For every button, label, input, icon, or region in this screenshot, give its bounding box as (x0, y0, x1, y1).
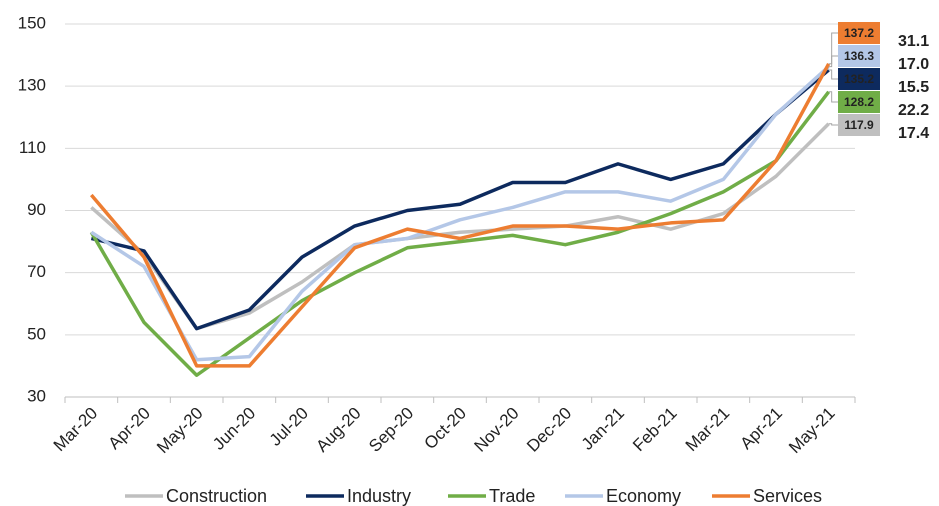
change-label: 17.4 (898, 125, 929, 142)
y-tick-label: 30 (27, 386, 46, 405)
legend-label: Economy (606, 486, 681, 506)
line-series (90, 122, 830, 331)
leader-line (828, 123, 838, 126)
x-tick-label: Sep-20 (365, 404, 417, 456)
x-tick-label: Mar-21 (682, 404, 734, 456)
legend-label: Trade (489, 486, 535, 506)
value-label-box (838, 68, 880, 90)
value-label-box (838, 45, 880, 67)
legend-label: Industry (347, 486, 411, 506)
x-tick-label: Apr-20 (104, 404, 154, 454)
leader-line (828, 91, 838, 103)
x-tick-label: Aug-20 (312, 404, 364, 456)
value-label: 135.2 (844, 72, 874, 86)
value-label-box (838, 22, 880, 44)
value-label: 117.9 (844, 118, 874, 132)
x-tick-label: Jun-20 (209, 404, 259, 454)
leader-line (828, 55, 838, 68)
line-series (90, 68, 830, 331)
line-series (90, 65, 830, 362)
legend-label: Construction (166, 486, 267, 506)
value-label: 128.2 (844, 95, 874, 109)
value-label-box (838, 114, 880, 136)
y-tick-label: 110 (19, 138, 46, 157)
x-tick-label: Nov-20 (470, 404, 522, 456)
value-label: 136.3 (844, 49, 874, 63)
value-label: 137.2 (844, 26, 874, 40)
x-tick-label: Jul-20 (266, 404, 312, 450)
legend-label: Services (753, 486, 822, 506)
y-tick-label: 90 (27, 200, 46, 219)
x-tick-label: Jan-21 (578, 404, 628, 454)
y-tick-label: 130 (18, 76, 46, 95)
y-tick-label: 150 (18, 13, 46, 32)
line-series (89, 90, 831, 377)
x-tick-label: Mar-20 (50, 404, 102, 456)
leader-line (828, 32, 838, 65)
y-tick-label: 50 (27, 324, 46, 343)
value-label-box (838, 91, 880, 113)
change-label: 22.2 (898, 102, 929, 119)
change-label: 17.0 (898, 56, 929, 73)
x-tick-label: Dec-20 (523, 404, 575, 456)
x-tick-label: May-21 (785, 404, 839, 458)
x-tick-label: Apr-21 (736, 404, 786, 454)
x-tick-label: Oct-20 (420, 404, 470, 454)
change-label: 15.5 (898, 79, 929, 96)
line-series (89, 62, 831, 368)
x-tick-label: Feb-21 (629, 404, 681, 456)
leader-line (828, 69, 838, 80)
change-label: 31.1 (898, 33, 929, 50)
x-tick-label: May-20 (153, 404, 207, 458)
y-tick-label: 70 (27, 262, 46, 281)
